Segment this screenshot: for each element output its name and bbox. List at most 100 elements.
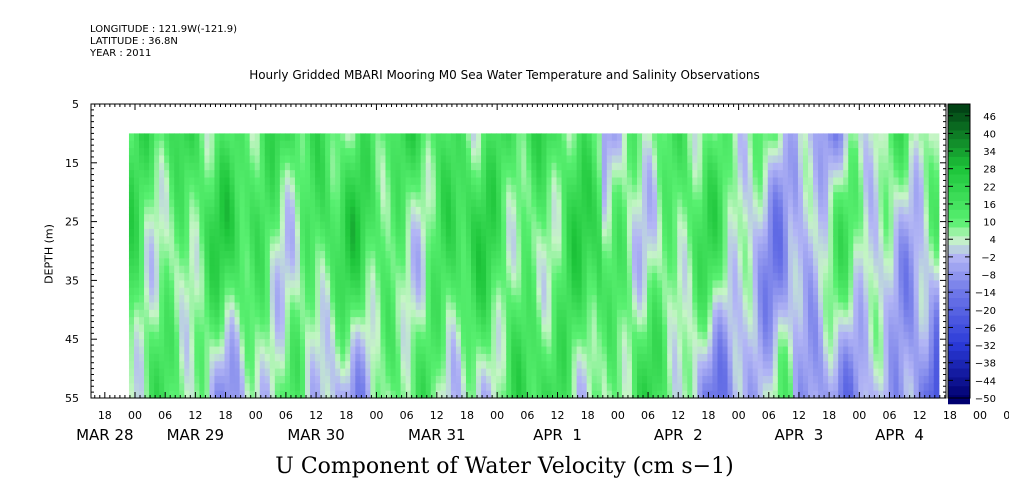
heatmap-cell xyxy=(284,184,291,193)
heatmap-cell xyxy=(450,346,457,355)
heatmap-cell xyxy=(370,295,377,304)
heatmap-cell xyxy=(707,280,714,289)
heatmap-cell xyxy=(305,331,311,340)
heatmap-cell xyxy=(415,390,422,399)
heatmap-cell xyxy=(425,206,432,215)
heatmap-cell xyxy=(672,287,678,296)
heatmap-cell xyxy=(254,236,261,245)
heatmap-cell xyxy=(601,162,608,171)
heatmap-cell xyxy=(606,133,613,142)
heatmap-cell xyxy=(737,192,744,201)
heatmap-cell xyxy=(259,170,266,179)
heatmap-cell xyxy=(601,383,608,392)
heatmap-cell xyxy=(531,353,537,362)
heatmap-cell xyxy=(355,273,361,281)
heatmap-cell xyxy=(169,236,175,245)
heatmap-cell xyxy=(702,346,709,355)
heatmap-cell xyxy=(350,353,356,362)
heatmap-cell xyxy=(455,353,462,362)
heatmap-cell xyxy=(455,140,462,149)
heatmap-cell xyxy=(139,295,145,304)
heatmap-cell xyxy=(476,251,482,259)
heatmap-cell xyxy=(536,383,543,392)
heatmap-cell xyxy=(636,199,643,208)
heatmap-cell xyxy=(692,177,698,186)
heatmap-cell xyxy=(274,184,281,193)
heatmap-cell xyxy=(571,280,578,289)
heatmap-cell xyxy=(551,148,558,157)
heatmap-cell xyxy=(621,339,628,348)
heatmap-cell xyxy=(219,155,226,164)
heatmap-cell xyxy=(636,339,643,348)
heatmap-cell xyxy=(410,206,417,215)
heatmap-cell xyxy=(626,339,633,348)
heatmap-cell xyxy=(214,302,221,311)
heatmap-cell xyxy=(335,265,341,274)
heatmap-cell xyxy=(274,177,281,186)
heatmap-cell xyxy=(712,324,719,333)
heatmap-cell xyxy=(501,375,507,384)
heatmap-cell xyxy=(762,309,769,318)
heatmap-cell xyxy=(601,346,608,355)
heatmap-cell xyxy=(551,243,558,252)
heatmap-cell xyxy=(335,133,341,142)
heatmap-cell xyxy=(717,184,724,193)
heatmap-cell xyxy=(249,383,256,392)
heatmap-cell xyxy=(521,184,527,193)
heatmap-cell xyxy=(294,273,301,281)
heatmap-cell xyxy=(541,346,548,355)
heatmap-cell xyxy=(249,339,256,348)
heatmap-cell xyxy=(214,331,221,340)
heatmap-cell xyxy=(526,265,532,274)
heatmap-cell xyxy=(244,140,251,149)
heatmap-cell xyxy=(164,295,170,304)
heatmap-cell xyxy=(647,251,653,259)
heatmap-cell xyxy=(561,148,568,157)
heatmap-cell xyxy=(149,375,155,384)
heatmap-cell xyxy=(471,243,477,252)
heatmap-cell xyxy=(657,148,663,157)
heatmap-cell xyxy=(797,184,804,193)
heatmap-cell xyxy=(808,170,814,179)
heatmap-cell xyxy=(415,265,422,274)
heatmap-cell xyxy=(511,317,517,326)
heatmap-cell xyxy=(777,302,784,311)
heatmap-cell xyxy=(606,140,613,149)
heatmap-cell xyxy=(360,243,366,252)
heatmap-cell xyxy=(174,317,180,326)
heatmap-cell xyxy=(818,383,824,392)
heatmap-cell xyxy=(189,390,195,399)
heatmap-cell xyxy=(174,184,180,193)
heatmap-cell xyxy=(229,133,236,142)
heatmap-cell xyxy=(405,251,412,259)
heatmap-cell xyxy=(677,324,683,333)
heatmap-cell xyxy=(194,287,200,296)
heatmap-cell xyxy=(370,361,377,370)
heatmap-cell xyxy=(591,228,598,237)
heatmap-cell xyxy=(792,324,799,333)
heatmap-cell xyxy=(642,317,648,326)
heatmap-cell xyxy=(274,243,281,252)
heatmap-cell xyxy=(616,375,623,384)
heatmap-cell xyxy=(647,258,653,267)
heatmap-cell xyxy=(636,265,643,274)
heatmap-cell xyxy=(264,317,271,326)
heatmap-cell xyxy=(209,331,216,340)
heatmap-cell xyxy=(159,317,165,326)
heatmap-cell xyxy=(405,214,412,223)
heatmap-cell xyxy=(631,140,638,149)
heatmap-cell xyxy=(435,280,442,289)
heatmap-cell xyxy=(139,375,145,384)
heatmap-cell xyxy=(792,361,799,370)
heatmap-cell xyxy=(496,390,502,399)
heatmap-cell xyxy=(294,353,301,362)
heatmap-cell xyxy=(642,302,648,311)
heatmap-cell xyxy=(702,287,709,296)
heatmap-cell xyxy=(420,236,427,245)
heatmap-cell xyxy=(154,199,160,208)
heatmap-cell xyxy=(355,368,361,377)
heatmap-cell xyxy=(546,258,553,267)
heatmap-cell xyxy=(128,317,135,326)
heatmap-cell xyxy=(762,177,769,186)
heatmap-cell xyxy=(732,273,739,281)
